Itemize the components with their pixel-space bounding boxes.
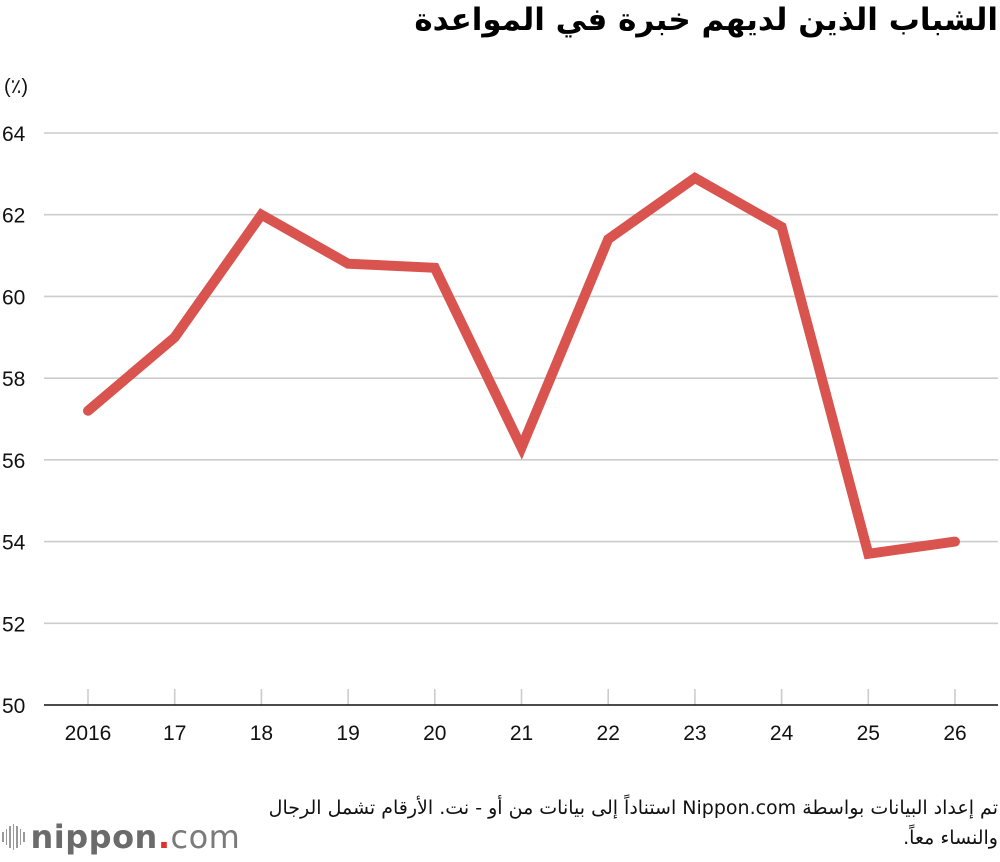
y-tick-label: 54 [2, 532, 26, 555]
chart-title: الشباب الذين لديهم خبرة في المواعدة [414, 2, 998, 38]
x-axis-ticks: 2016 17 18 19 20 21 22 23 24 25 26 [65, 689, 967, 745]
logo-name: nippon [30, 818, 158, 856]
x-tick-label: 22 [597, 722, 620, 745]
x-tick-label: 17 [163, 722, 186, 745]
x-tick-label: 25 [857, 722, 880, 745]
nippon-logo: nippon.com [2, 818, 240, 856]
logo-dot: . [157, 818, 171, 856]
y-tick-label: 56 [2, 450, 25, 473]
x-tick-label: 24 [770, 722, 794, 745]
y-tick-label: 62 [2, 205, 25, 228]
x-tick-label: 19 [336, 722, 359, 745]
x-tick-label: 18 [250, 722, 273, 745]
y-axis-ticks: 50 52 54 56 58 60 62 64 [2, 123, 26, 718]
data-line [83, 171, 960, 560]
x-tick-label: 2016 [65, 722, 112, 745]
y-tick-label: 58 [2, 368, 25, 391]
x-tick-label: 20 [423, 722, 446, 745]
y-tick-label: 50 [2, 695, 25, 718]
x-tick-label: 26 [943, 722, 966, 745]
x-tick-label: 21 [510, 722, 533, 745]
gridlines [44, 132, 998, 625]
y-axis-unit-label: (٪) [4, 76, 29, 98]
y-tick-label: 64 [2, 123, 26, 146]
logo-suffix: com [170, 818, 241, 856]
logo-wordmark: nippon.com [31, 818, 241, 856]
y-tick-label: 52 [2, 613, 25, 636]
source-note: تم إعداد البيانات بواسطة Nippon.com استن… [268, 797, 998, 849]
x-tick-label: 23 [683, 722, 706, 745]
y-tick-label: 60 [2, 286, 25, 309]
logo-soundwave-icon [2, 824, 25, 850]
